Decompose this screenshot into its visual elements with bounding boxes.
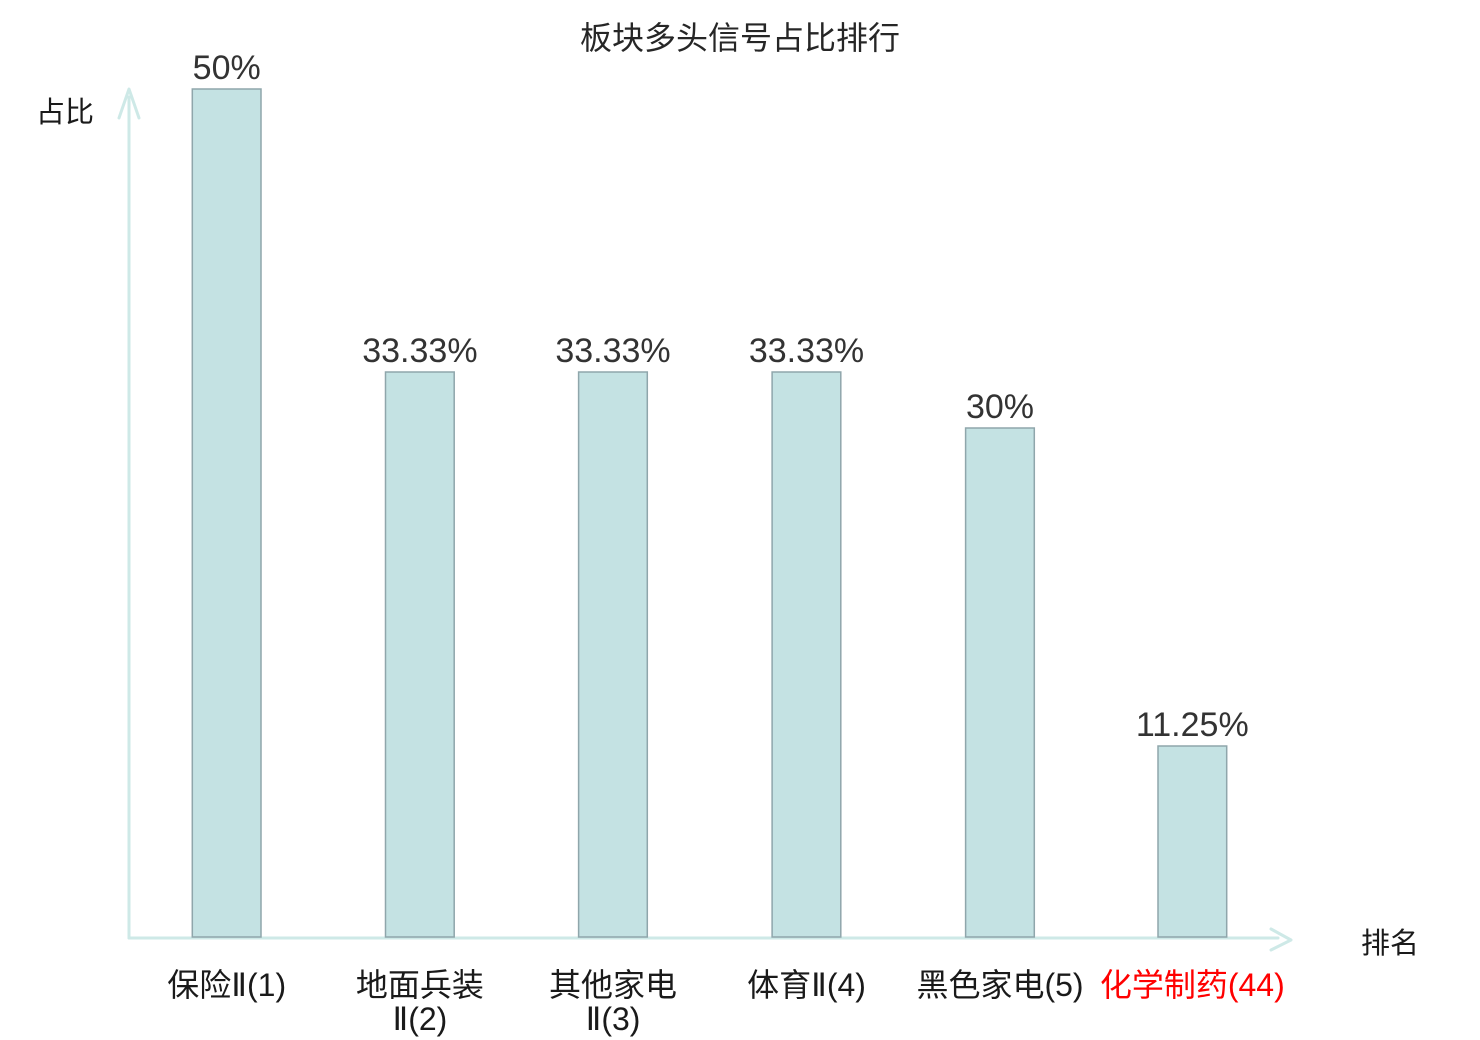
- svg-text:地面兵装: 地面兵装: [356, 967, 484, 1003]
- svg-text:体育Ⅱ(4): 体育Ⅱ(4): [747, 967, 866, 1003]
- svg-text:50%: 50%: [193, 49, 261, 87]
- svg-text:排名: 排名: [1361, 927, 1419, 960]
- svg-text:化学制药(44): 化学制药(44): [1100, 967, 1285, 1003]
- svg-text:Ⅱ(3): Ⅱ(3): [586, 1001, 641, 1037]
- svg-text:33.33%: 33.33%: [749, 332, 864, 370]
- svg-text:占比: 占比: [36, 96, 94, 129]
- svg-text:33.33%: 33.33%: [362, 332, 477, 370]
- svg-text:33.33%: 33.33%: [555, 332, 670, 370]
- svg-text:黑色家电(5): 黑色家电(5): [916, 967, 1083, 1003]
- svg-text:保险Ⅱ(1): 保险Ⅱ(1): [167, 967, 286, 1003]
- svg-text:11.25%: 11.25%: [1136, 706, 1249, 744]
- svg-text:板块多头信号占比排行: 板块多头信号占比排行: [580, 20, 900, 56]
- svg-text:Ⅱ(2): Ⅱ(2): [392, 1001, 447, 1037]
- svg-text:30%: 30%: [966, 388, 1034, 426]
- svg-text:其他家电: 其他家电: [549, 967, 677, 1003]
